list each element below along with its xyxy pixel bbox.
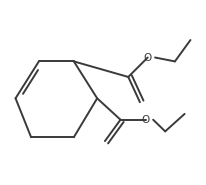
Text: O: O [142, 115, 150, 125]
Text: O: O [144, 53, 152, 63]
